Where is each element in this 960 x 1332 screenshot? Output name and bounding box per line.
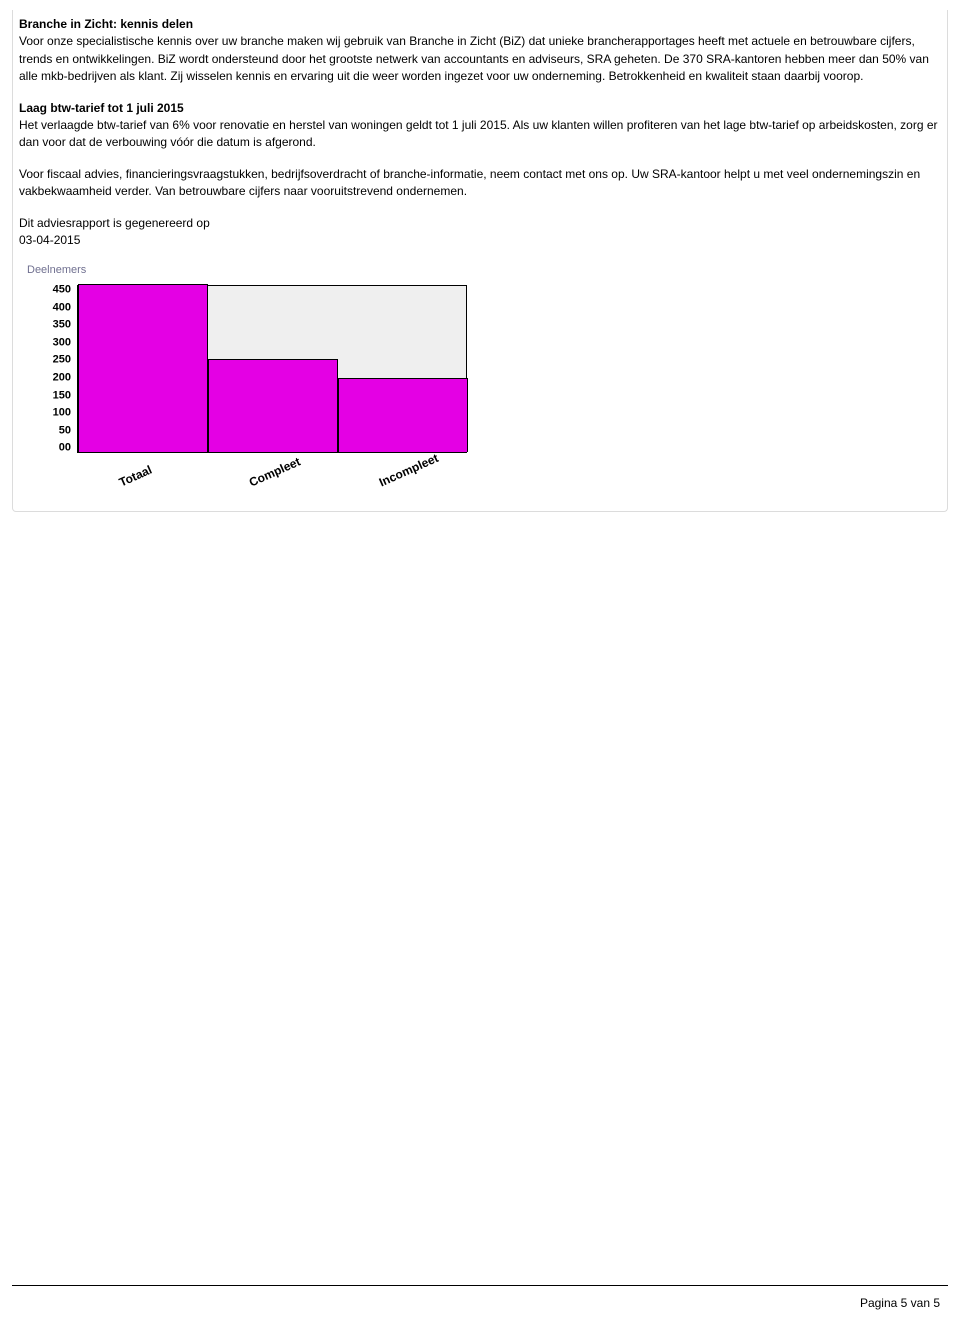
section-title-branche: Branche in Zicht: kennis delen	[19, 17, 193, 31]
section-btw: Laag btw-tarief tot 1 juli 2015 Het verl…	[19, 100, 941, 152]
chart-y-label: 300	[31, 337, 71, 348]
chart-bar	[78, 284, 208, 452]
section-body-btw: Het verlaagde btw-tarief van 6% voor ren…	[19, 118, 938, 149]
section-branche: Branche in Zicht: kennis delen Voor onze…	[19, 16, 941, 86]
page: Branche in Zicht: kennis delen Voor onze…	[0, 0, 960, 1332]
footer-divider	[12, 1285, 948, 1286]
content-box: Branche in Zicht: kennis delen Voor onze…	[12, 10, 948, 512]
chart-y-label: 450	[31, 285, 71, 296]
chart-x-label: Incompleet	[376, 450, 441, 492]
section-title-btw: Laag btw-tarief tot 1 juli 2015	[19, 101, 184, 115]
chart-y-label: 350	[31, 320, 71, 331]
chart-title: Deelnemers	[27, 263, 941, 279]
chart-y-label: 200	[31, 373, 71, 384]
chart-y-label: 100	[31, 408, 71, 419]
deelnemers-chart: 450 400 350 300 250 200 150 100 50 00 Totaal Comple…	[21, 285, 477, 501]
chart-y-label: 50	[31, 425, 71, 436]
generated-date: 03-04-2015	[19, 233, 80, 247]
chart-y-label: 250	[31, 355, 71, 366]
chart-wrap: Deelnemers 450 400 350 300 250 200 150 100 50 00 T…	[21, 263, 941, 501]
chart-bar	[208, 359, 338, 452]
chart-y-label: 400	[31, 302, 71, 313]
section-body-branche: Voor onze specialistische kennis over uw…	[19, 34, 929, 83]
chart-bar	[338, 378, 468, 453]
section-advies: Voor fiscaal advies, financieringsvraags…	[19, 166, 941, 201]
chart-x-label: Compleet	[246, 454, 303, 492]
section-body-advies: Voor fiscaal advies, financieringsvraags…	[19, 167, 920, 198]
generated-block: Dit adviesrapport is gegenereerd op 03-0…	[19, 215, 941, 250]
page-footer: Pagina 5 van 5	[860, 1296, 940, 1310]
chart-x-label: Totaal	[116, 462, 155, 492]
generated-label: Dit adviesrapport is gegenereerd op	[19, 216, 210, 230]
chart-y-label: 00	[31, 443, 71, 454]
chart-plot-area	[77, 285, 467, 453]
chart-y-label: 150	[31, 390, 71, 401]
